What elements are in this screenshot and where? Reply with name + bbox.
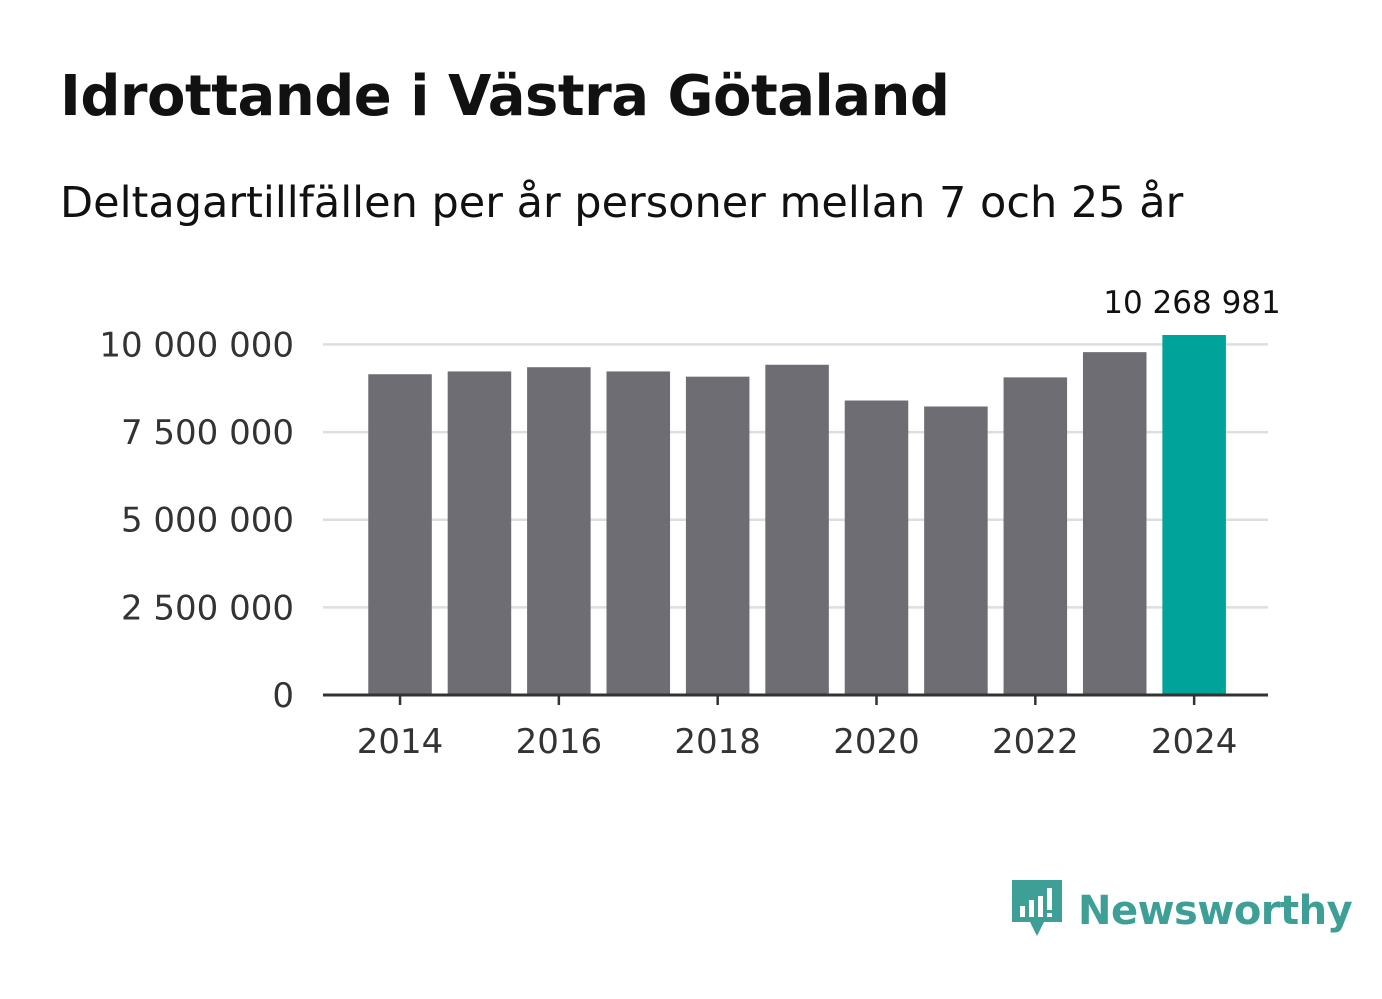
bar-2023 — [1082, 352, 1147, 695]
chart-subtitle: Deltagartillfällen per år personer mella… — [60, 178, 1184, 228]
bar-2017 — [606, 371, 671, 695]
bar-2019 — [765, 364, 829, 695]
bar-2021 — [924, 406, 988, 695]
value-label: 10 268 981 — [1103, 285, 1281, 321]
y-tick-label: 7 500 000 — [121, 413, 294, 453]
bar-2022 — [1003, 377, 1068, 695]
bars — [368, 335, 1226, 695]
bar-chart: 0 2 500 000 5 000 000 7 500 000 10 000 000 20… — [99, 285, 1280, 762]
x-tick-label: 2022 — [992, 722, 1079, 762]
y-tick-label: 10 000 000 — [99, 325, 294, 365]
newsworthy-logo-icon — [1010, 878, 1064, 944]
bar-2014 — [368, 374, 432, 695]
x-tick-label: 2018 — [674, 722, 761, 762]
labels: 0 2 500 000 5 000 000 7 500 000 10 000 000 20… — [99, 285, 1280, 762]
bar-2024 — [1162, 335, 1226, 695]
x-tick-label: 2014 — [357, 722, 444, 762]
y-tick-label: 5 000 000 — [121, 501, 294, 541]
x-tick-label: 2016 — [516, 722, 603, 762]
brand-logo: Newsworthy — [1010, 878, 1353, 944]
axes — [323, 693, 1268, 705]
x-tick-label: 2020 — [833, 722, 920, 762]
x-tick-label: 2024 — [1151, 722, 1238, 762]
chart-title: Idrottande i Västra Götaland — [60, 64, 950, 129]
bar-2020 — [844, 400, 909, 695]
y-tick-label: 2 500 000 — [121, 588, 294, 628]
bar-2016 — [527, 367, 591, 695]
y-tick-label: 0 — [272, 676, 294, 716]
bar-2015 — [447, 371, 512, 695]
bar-2018 — [685, 376, 750, 695]
brand-name: Newsworthy — [1078, 888, 1353, 934]
